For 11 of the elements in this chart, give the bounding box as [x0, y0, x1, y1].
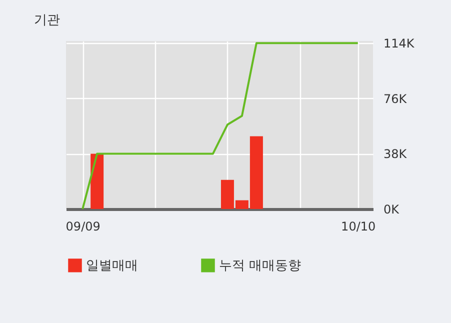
- legend-label: 누적 매매동향: [219, 258, 302, 274]
- chart-title: 기관: [34, 13, 60, 28]
- legend-label: 일별매매: [86, 258, 138, 274]
- x-tick-label: 10/10: [341, 220, 376, 234]
- y-tick-label: 0K: [384, 202, 400, 216]
- y-tick-label: 76K: [384, 92, 408, 106]
- x-tick-label: 09/09: [66, 220, 100, 234]
- bar: [90, 154, 104, 209]
- line-series: [82, 42, 359, 210]
- y-tick-label: 38K: [384, 147, 408, 162]
- y-tick-label: 114K: [384, 36, 416, 51]
